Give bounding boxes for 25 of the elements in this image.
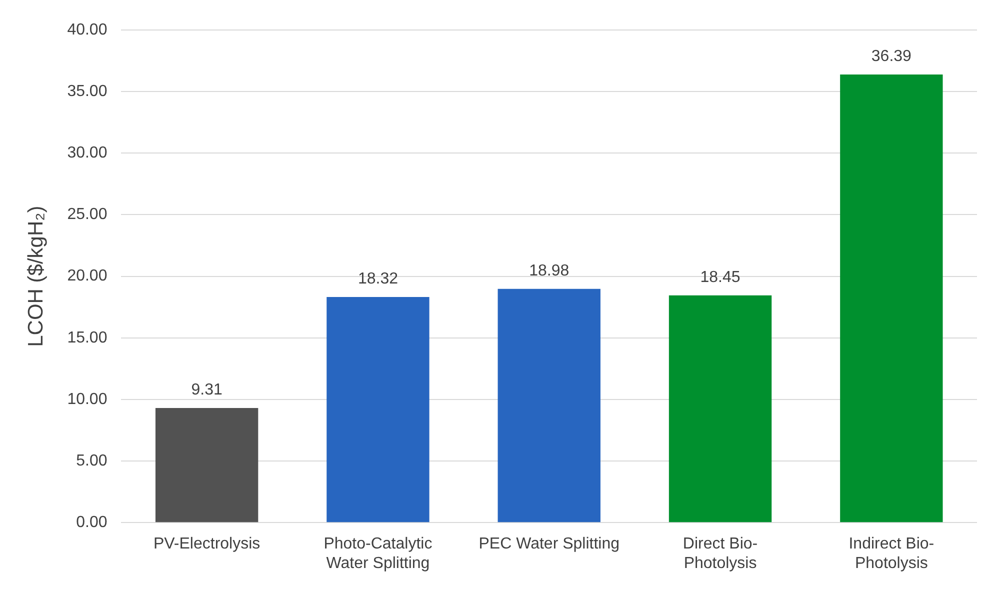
data-label: 18.45 — [700, 268, 740, 286]
x-tick-label: Indirect Bio-Photolysis — [848, 536, 934, 572]
data-label: 18.98 — [529, 262, 570, 280]
bar — [498, 288, 600, 522]
y-tick-label: 35.00 — [67, 82, 108, 100]
y-axis-title: LCOH ($/kgH₂) — [24, 206, 48, 347]
y-tick-label: 30.00 — [67, 144, 108, 162]
bar — [840, 74, 943, 522]
x-tick-label: Direct Bio-Photolysis — [682, 536, 758, 572]
x-tick-label: Photo-Catalytic Water Splitting — [324, 536, 432, 572]
y-tick-label: 20.00 — [67, 268, 108, 285]
x-tick-label: PEC Water Splitting — [478, 536, 620, 553]
bar — [326, 296, 430, 522]
data-label: 36.39 — [871, 48, 912, 65]
y-tick-label: 25.00 — [67, 206, 108, 224]
data-label: 18.32 — [358, 270, 398, 288]
x-tick-label: PV-Electrolysis — [153, 536, 260, 553]
data-label: 9.31 — [191, 381, 222, 398]
y-tick-label: 10.00 — [67, 390, 108, 408]
bar — [668, 295, 772, 522]
y-tick-label: 15.00 — [67, 329, 108, 346]
y-tick-label: 40.00 — [67, 21, 108, 38]
bar — [155, 408, 258, 522]
y-tick-label: 0.00 — [76, 514, 108, 532]
y-tick-label: 5.00 — [76, 452, 108, 470]
